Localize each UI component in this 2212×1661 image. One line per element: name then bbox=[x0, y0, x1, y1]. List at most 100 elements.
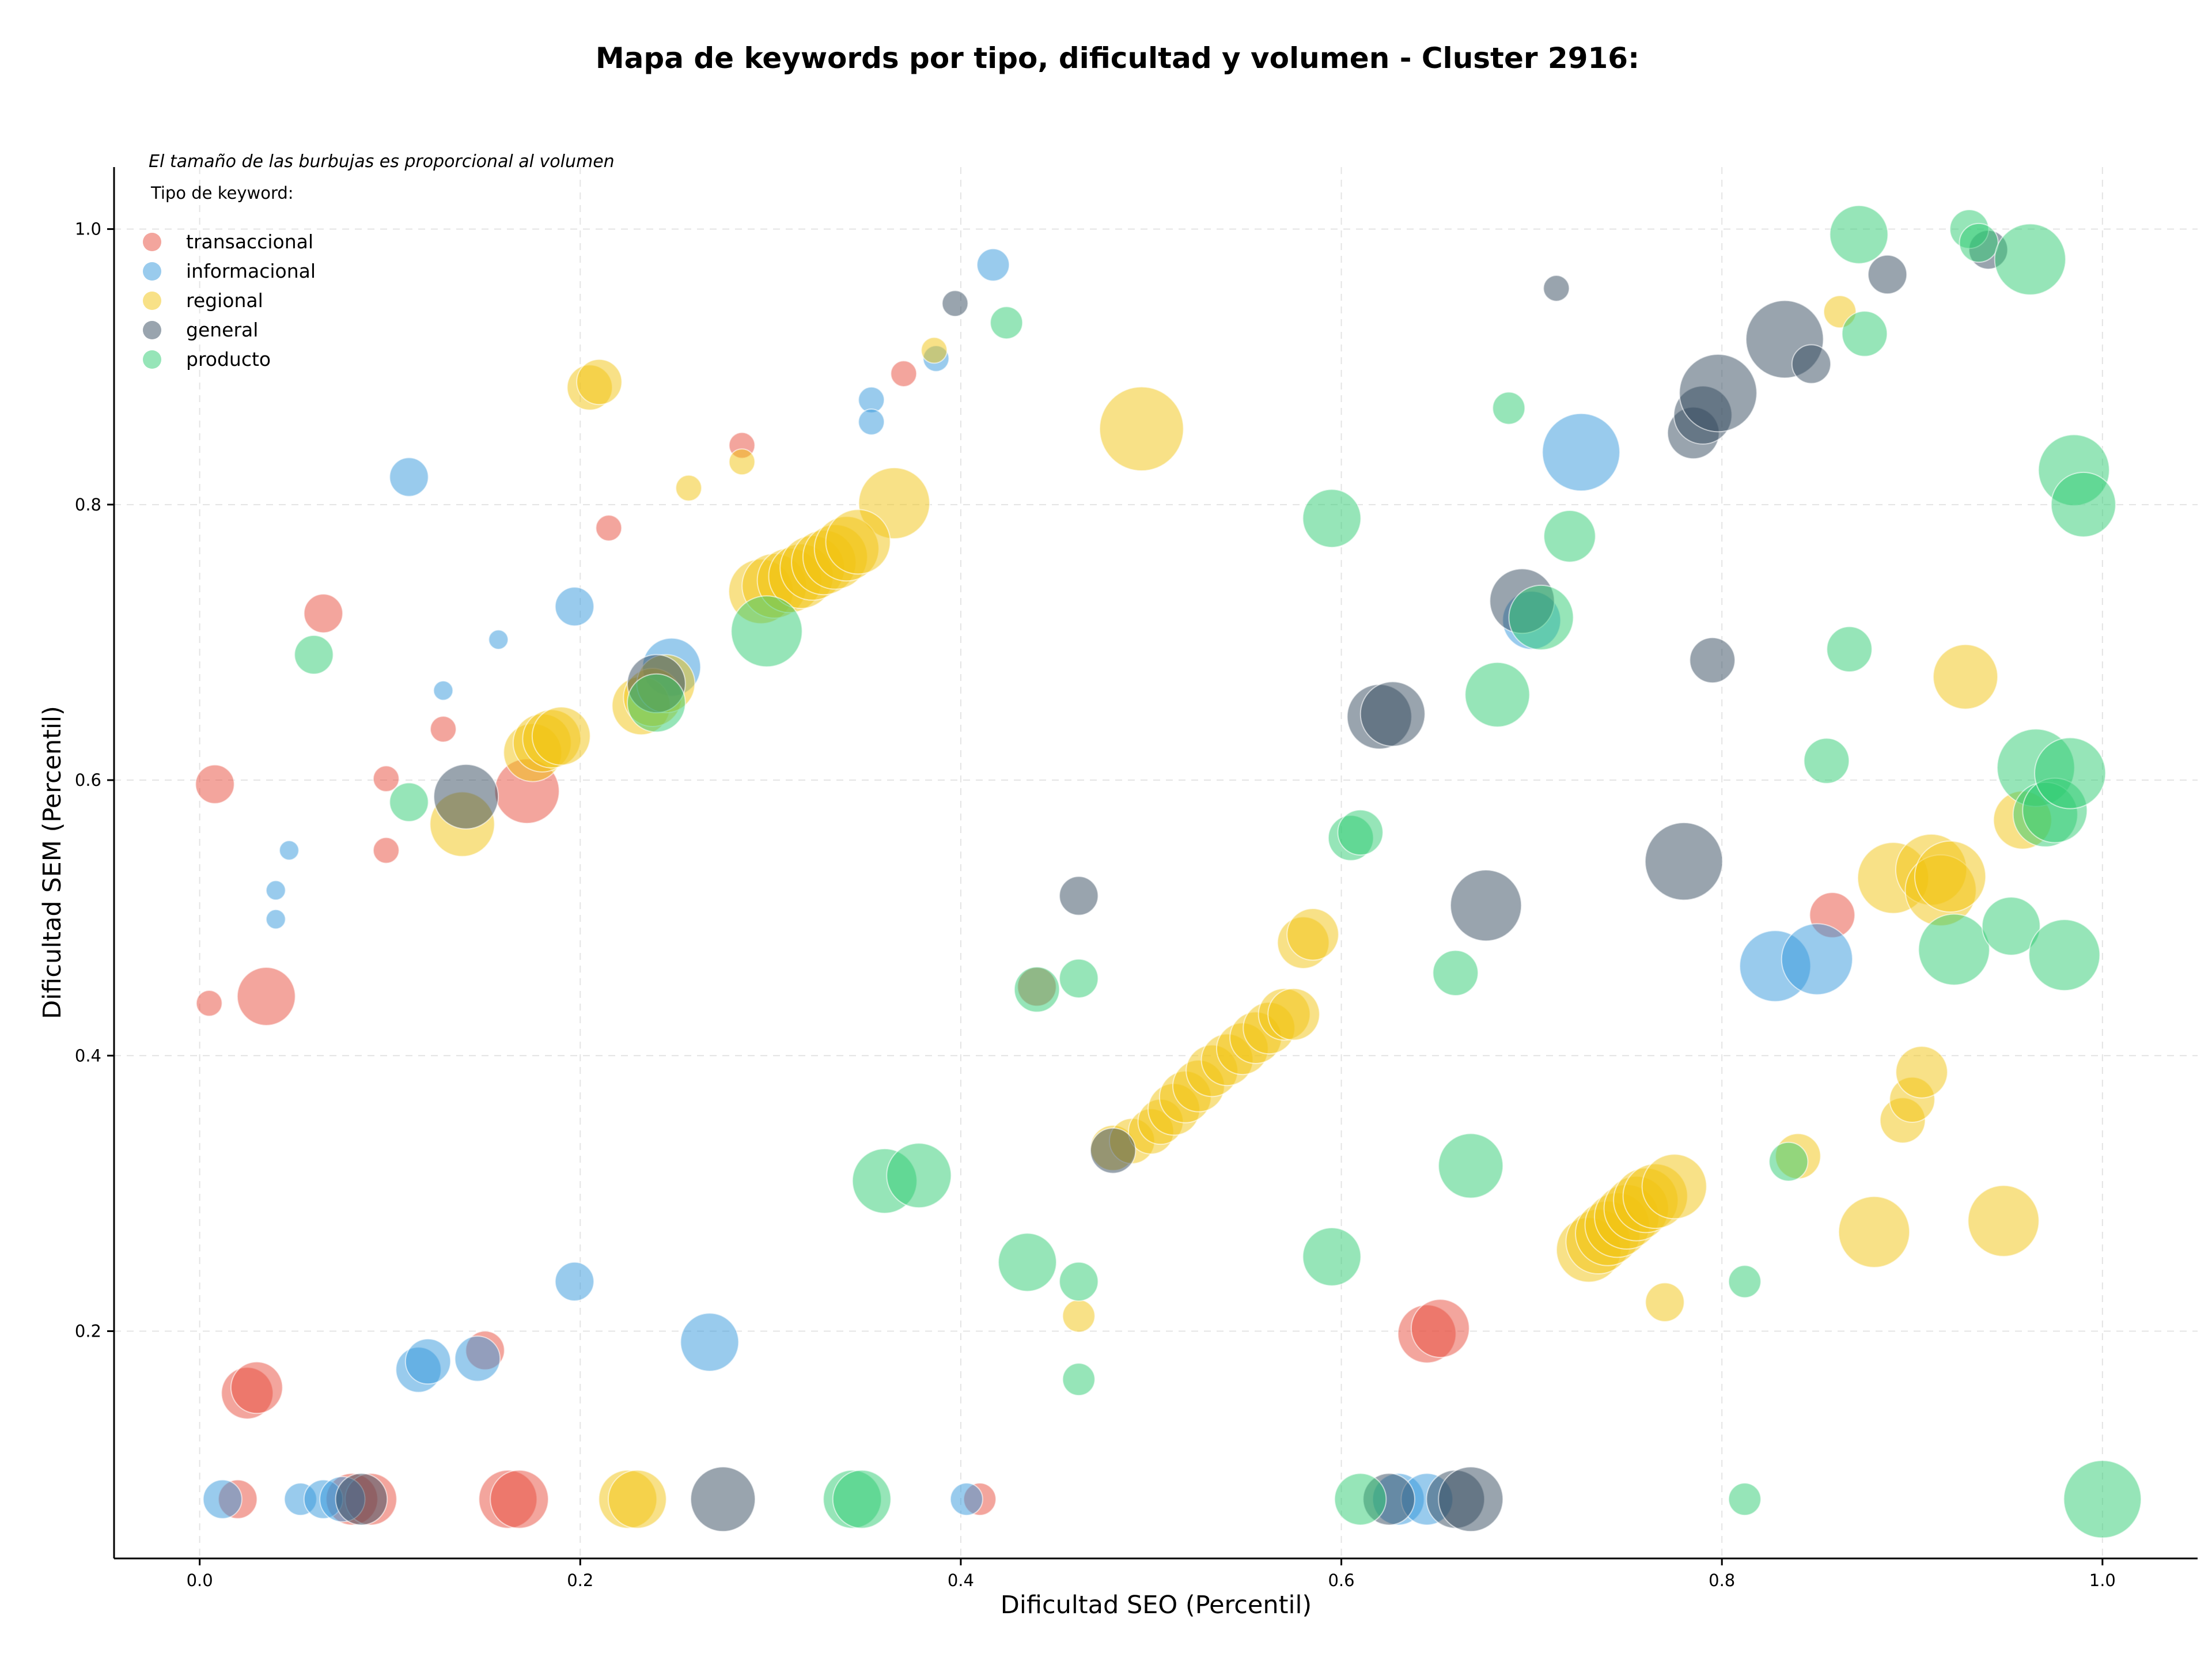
bubble-general bbox=[1089, 1127, 1137, 1174]
bubble-size-note: El tamaño de las burbujas es proporciona… bbox=[149, 152, 615, 172]
bubble-regional bbox=[1286, 908, 1339, 961]
bubble-producto bbox=[1059, 958, 1099, 998]
bubble-regional bbox=[825, 509, 891, 575]
bubble-transaccional bbox=[195, 989, 223, 1017]
bubble-general bbox=[1543, 275, 1570, 302]
x-tick-label: 0.2 bbox=[567, 1571, 593, 1590]
legend-marker-informacional bbox=[143, 262, 161, 281]
bubble-producto bbox=[1337, 809, 1384, 856]
bubble-general bbox=[941, 290, 969, 317]
bubble-transaccional bbox=[372, 837, 400, 864]
y-tick-label: 0.8 bbox=[75, 495, 101, 514]
bubble-producto bbox=[1062, 1363, 1096, 1397]
legend-title: Tipo de keyword: bbox=[150, 183, 294, 203]
bubble-general bbox=[1359, 681, 1426, 747]
bubble-informacional bbox=[454, 1335, 501, 1382]
bubble-transaccional bbox=[595, 514, 623, 542]
legend-marker-regional bbox=[143, 292, 161, 310]
bubble-regional bbox=[1099, 386, 1184, 472]
bubble-general bbox=[1059, 876, 1099, 916]
bubble-informacional bbox=[404, 1338, 452, 1385]
bubble-transaccional bbox=[890, 360, 918, 388]
bubble-producto bbox=[1826, 626, 1873, 673]
x-tick-label: 0.6 bbox=[1328, 1571, 1354, 1590]
bubble-general bbox=[1450, 869, 1522, 942]
bubble-transaccional bbox=[195, 764, 235, 804]
bubble-general bbox=[1644, 822, 1724, 901]
bubble-transaccional bbox=[303, 593, 343, 634]
legend-label-informacional: informacional bbox=[186, 260, 316, 282]
bubble-producto bbox=[1994, 223, 2066, 296]
axis-ticks: 0.0 0.2 0.4 0.6 0.8 1.0 0.2 0.4 0.6 0.8 1.0 bbox=[75, 220, 2116, 1590]
bubble-regional bbox=[1967, 1185, 2040, 1257]
bubble-regional bbox=[1267, 987, 1320, 1041]
bubble-informacional bbox=[1541, 413, 1620, 492]
bubble-transaccional bbox=[372, 765, 400, 793]
bubble-producto bbox=[1013, 966, 1060, 1013]
bubble-regional bbox=[1933, 644, 1999, 710]
bubble-regional bbox=[607, 1469, 667, 1529]
bubble-general bbox=[1867, 254, 1908, 295]
bubble-regional bbox=[1895, 1046, 1948, 1099]
bubble-producto bbox=[1464, 661, 1531, 728]
bubble-informacional bbox=[265, 880, 286, 901]
bubble-informacional bbox=[554, 587, 594, 627]
bubble-producto bbox=[1508, 584, 1574, 650]
bubble-producto bbox=[832, 1469, 892, 1529]
bubble-producto bbox=[2034, 737, 2107, 809]
bubble-informacional bbox=[949, 1482, 983, 1516]
legend-label-transaccional: transaccional bbox=[186, 230, 313, 253]
bubble-transaccional bbox=[1410, 1299, 1470, 1359]
legend-marker-producto bbox=[143, 350, 161, 369]
bubble-producto bbox=[1768, 1141, 1809, 1182]
bubble-informacional bbox=[858, 408, 885, 436]
bubble-regional bbox=[1641, 1153, 1707, 1220]
bubble-producto bbox=[1302, 1227, 1362, 1287]
bubble-informacional bbox=[680, 1312, 740, 1372]
bubble-informacional bbox=[389, 457, 429, 497]
bubble-producto bbox=[1803, 737, 1850, 784]
legend-marker-general bbox=[143, 321, 161, 339]
bubble-informacional bbox=[433, 680, 454, 701]
y-tick-label: 0.2 bbox=[75, 1321, 101, 1341]
bubble-informacional bbox=[976, 248, 1010, 282]
bubble-producto bbox=[1959, 222, 1999, 263]
bubble-producto bbox=[1432, 949, 1479, 996]
bubble-producto bbox=[1918, 913, 1990, 986]
bubble-informacional bbox=[488, 629, 509, 650]
bubble-general bbox=[1438, 1466, 1504, 1533]
legend-marker-transaccional bbox=[143, 233, 161, 251]
bubble-producto bbox=[1302, 489, 1362, 548]
x-tick-label: 0.8 bbox=[1709, 1571, 1735, 1590]
bubble-general bbox=[335, 1473, 388, 1526]
bubble-producto bbox=[1841, 311, 1888, 357]
bubble-regional bbox=[921, 336, 948, 364]
legend-label-producto: producto bbox=[186, 348, 271, 370]
bubble-informacional bbox=[554, 1261, 594, 1301]
bubble-informacional bbox=[265, 909, 286, 930]
bubble-producto bbox=[389, 782, 429, 822]
y-tick-label: 0.6 bbox=[75, 770, 101, 790]
bubble-producto bbox=[2063, 1459, 2142, 1539]
bubble-producto bbox=[886, 1142, 952, 1209]
chart-title: Mapa de keywords por tipo, dificultad y … bbox=[596, 41, 1639, 75]
bubble-producto bbox=[294, 634, 334, 675]
bubble-producto bbox=[1829, 205, 1889, 264]
bubble-transaccional bbox=[490, 1469, 549, 1529]
bubble-producto bbox=[730, 595, 803, 668]
bubble-regional bbox=[531, 706, 591, 766]
bubble-general bbox=[1679, 353, 1758, 433]
y-tick-label: 0.4 bbox=[75, 1046, 101, 1065]
bubble-regional bbox=[1914, 840, 1987, 913]
x-axis-label: Dificultad SEO (Percentil) bbox=[1001, 1591, 1312, 1620]
legend-label-general: general bbox=[186, 319, 258, 341]
x-tick-label: 1.0 bbox=[2089, 1571, 2116, 1590]
bubble-transaccional bbox=[236, 967, 296, 1026]
y-axis-label: Dificultad SEM (Percentil) bbox=[38, 706, 67, 1019]
bubble-regional bbox=[576, 358, 623, 406]
legend-label-regional: regional bbox=[186, 289, 263, 312]
bubble-transaccional bbox=[230, 1361, 283, 1414]
bubble-general bbox=[433, 763, 499, 830]
bubble-producto bbox=[1438, 1133, 1504, 1199]
